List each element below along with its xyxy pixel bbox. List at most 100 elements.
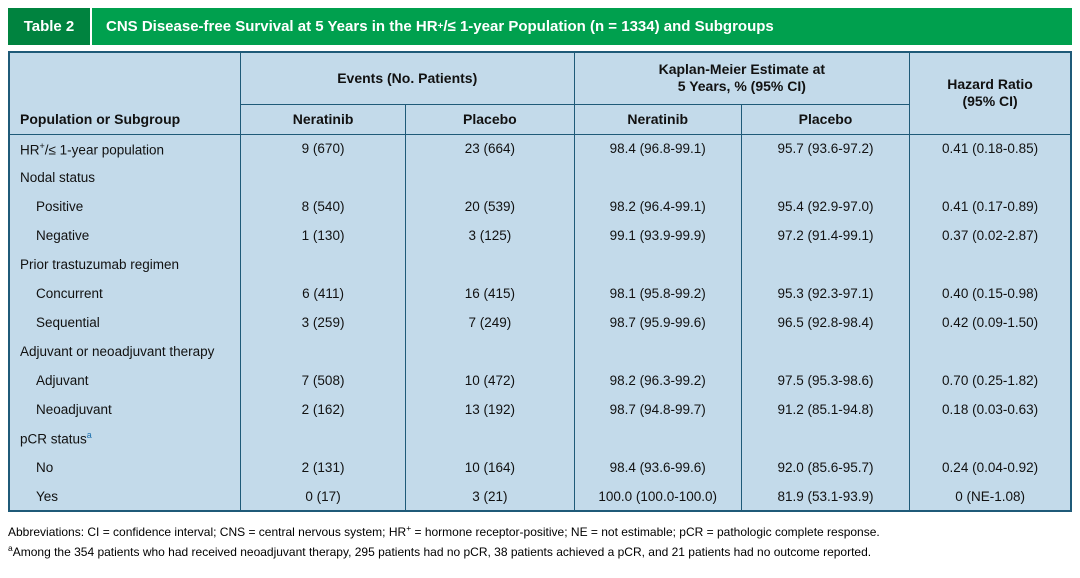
col-header-placebo-km: Placebo — [740, 104, 910, 135]
col-header-events-group: Events (No. Patients) — [239, 52, 575, 105]
table-header-row-groups: Population or Subgroup Events (No. Patie… — [9, 52, 1071, 135]
cell-events-neratinib: 8 (540) — [239, 192, 406, 221]
row-label: Concurrent — [36, 286, 103, 301]
col-header-km-line1: Kaplan-Meier Estimate at — [658, 60, 826, 77]
cell-km-neratinib: 98.4 (93.6-99.6) — [573, 453, 742, 482]
row-label: Yes — [36, 488, 59, 504]
table-title-bar: Table 2 CNS Disease-free Survival at 5 Y… — [8, 8, 1072, 45]
row-label: Neoadjuvant — [36, 402, 112, 417]
table-row: Adjuvant 7 (508) 10 (472) 98.2 (96.3-99.… — [9, 366, 1071, 395]
cell-km-neratinib: 99.1 (93.9-99.9) — [573, 221, 742, 250]
table-row: Concurrent 6 (411) 16 (415) 98.1 (95.8-9… — [9, 279, 1071, 308]
cell-hazard-ratio: 0.41 (0.18-0.85) — [909, 134, 1071, 163]
table-row: Negative 1 (130) 3 (125) 99.1 (93.9-99.9… — [9, 221, 1071, 250]
footnotes: Abbreviations: CI = confidence interval;… — [8, 522, 1072, 561]
table-row: No 2 (131) 10 (164) 98.4 (93.6-99.6) 92.… — [9, 453, 1071, 482]
cell-km-placebo: 91.2 (85.1-94.8) — [740, 395, 910, 424]
col-header-hazard-ratio: Hazard Ratio (95% CI) — [909, 52, 1071, 135]
cell-events-placebo: 3 (125) — [405, 221, 575, 250]
empty-cell — [405, 337, 575, 366]
col-header-neratinib-events: Neratinib — [239, 104, 406, 135]
footnote-marker-a: a — [86, 430, 92, 441]
cell-events-neratinib: 1 (130) — [239, 221, 406, 250]
superscript-plus: + — [406, 523, 412, 533]
cell-km-neratinib: 98.7 (95.9-99.6) — [573, 308, 742, 337]
cell-hazard-ratio: 0.42 (0.09-1.50) — [909, 308, 1071, 337]
cell-events-placebo: 13 (192) — [405, 395, 575, 424]
group-label: Prior trastuzumab regimen — [20, 257, 180, 272]
table-title-text-pre: CNS Disease-free Survival at 5 Years in … — [106, 18, 438, 35]
col-header-population: Population or Subgroup — [9, 52, 241, 135]
table-group-row: Prior trastuzumab regimen — [9, 250, 1071, 279]
row-label: HR+/≤ 1-year population — [20, 140, 164, 158]
table-row: Sequential 3 (259) 7 (249) 98.7 (95.9-99… — [9, 308, 1071, 337]
cell-events-neratinib: 0 (17) — [239, 482, 406, 511]
empty-cell — [740, 163, 910, 192]
empty-cell — [573, 337, 742, 366]
empty-cell — [573, 250, 742, 279]
row-label: Sequential — [36, 315, 100, 330]
row-label: Adjuvant — [36, 373, 89, 388]
cell-events-neratinib: 9 (670) — [239, 134, 406, 163]
cell-events-placebo: 20 (539) — [405, 192, 575, 221]
cell-events-neratinib: 3 (259) — [239, 308, 406, 337]
empty-cell — [405, 250, 575, 279]
col-header-placebo-events: Placebo — [405, 104, 575, 135]
footnote-abbreviations: Abbreviations: CI = confidence interval;… — [8, 523, 880, 539]
cell-hazard-ratio: 0.41 (0.17-0.89) — [909, 192, 1071, 221]
table-row: Positive 8 (540) 20 (539) 98.2 (96.4-99.… — [9, 192, 1071, 221]
cell-km-placebo: 97.5 (95.3-98.6) — [740, 366, 910, 395]
superscript-plus: + — [39, 140, 45, 151]
table-group-row: pCR statusa — [9, 424, 1071, 453]
cell-events-placebo: 7 (249) — [405, 308, 575, 337]
cell-km-neratinib: 98.2 (96.4-99.1) — [573, 192, 742, 221]
empty-cell — [573, 424, 742, 453]
col-header-km-line2: 5 Years, % (95% CI) — [677, 78, 806, 95]
cell-events-placebo: 10 (472) — [405, 366, 575, 395]
cell-km-neratinib: 98.4 (96.8-99.1) — [573, 134, 742, 163]
row-label: No — [36, 460, 54, 475]
col-header-neratinib-km: Neratinib — [573, 104, 742, 135]
cell-km-placebo: 95.4 (92.9-97.0) — [740, 192, 910, 221]
empty-cell — [909, 250, 1071, 279]
cell-km-neratinib: 98.7 (94.8-99.7) — [573, 395, 742, 424]
empty-cell — [740, 250, 910, 279]
cell-events-neratinib: 2 (162) — [239, 395, 406, 424]
group-label: pCR statusa — [20, 430, 92, 447]
cell-hazard-ratio: 0.24 (0.04-0.92) — [909, 453, 1071, 482]
table-group-row: Adjuvant or neoadjuvant therapy — [9, 337, 1071, 366]
cell-events-placebo: 23 (664) — [405, 134, 575, 163]
empty-cell — [405, 424, 575, 453]
cell-events-placebo: 3 (21) — [405, 482, 575, 511]
cell-km-neratinib: 100.0 (100.0-100.0) — [573, 482, 742, 511]
row-label: Negative — [36, 228, 90, 243]
empty-cell — [239, 163, 406, 192]
empty-cell — [239, 337, 406, 366]
footnote-marker-a: a — [8, 542, 13, 553]
cell-hazard-ratio: 0.70 (0.25-1.82) — [909, 366, 1071, 395]
empty-cell — [909, 163, 1071, 192]
empty-cell — [239, 250, 406, 279]
empty-cell — [405, 163, 575, 192]
cell-km-neratinib: 98.2 (96.3-99.2) — [573, 366, 742, 395]
empty-cell — [909, 337, 1071, 366]
cell-km-placebo: 92.0 (85.6-95.7) — [740, 453, 910, 482]
cell-events-placebo: 10 (164) — [405, 453, 575, 482]
col-header-km-group: Kaplan-Meier Estimate at 5 Years, % (95%… — [573, 52, 910, 105]
table-header-row-arms: Neratinib Placebo Neratinib Placebo — [9, 104, 1071, 135]
empty-cell — [909, 424, 1071, 453]
col-header-hazard-line1: Hazard Ratio — [947, 75, 1033, 92]
cell-km-placebo: 95.3 (92.3-97.1) — [740, 279, 910, 308]
cell-hazard-ratio: 0.40 (0.15-0.98) — [909, 279, 1071, 308]
cell-hazard-ratio: 0 (NE-1.08) — [909, 482, 1071, 511]
table-number-tag: Table 2 — [8, 8, 90, 45]
table-row: Neoadjuvant 2 (162) 13 (192) 98.7 (94.8-… — [9, 395, 1071, 424]
cell-hazard-ratio: 0.37 (0.02-2.87) — [909, 221, 1071, 250]
cell-hazard-ratio: 0.18 (0.03-0.63) — [909, 395, 1071, 424]
table-title-text-post: /≤ 1-year Population (n = 1334) and Subg… — [443, 18, 774, 35]
empty-cell — [740, 424, 910, 453]
empty-cell — [239, 424, 406, 453]
col-header-hazard-line2: (95% CI) — [962, 93, 1018, 110]
empty-cell — [740, 337, 910, 366]
